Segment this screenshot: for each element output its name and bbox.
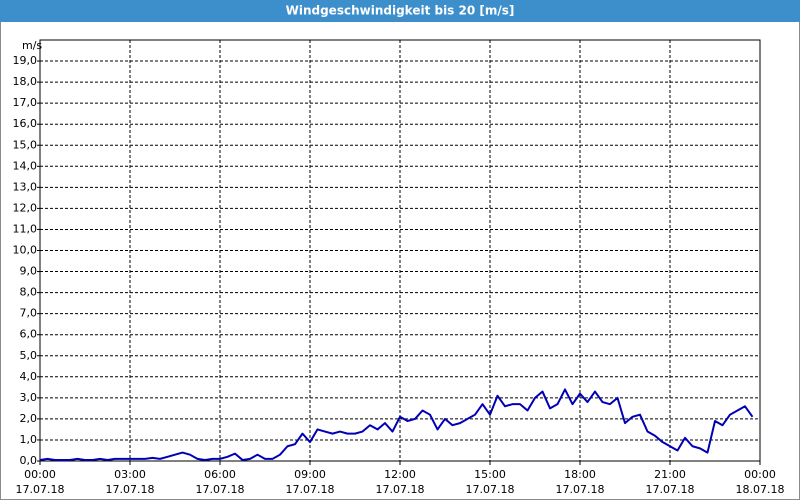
chart-title: Windgeschwindigkeit bis 20 [m/s] bbox=[286, 4, 515, 18]
x-tick-label: 00:00 bbox=[744, 468, 776, 481]
title-bar bbox=[0, 0, 800, 22]
y-tick-label: 12,0 bbox=[13, 201, 38, 214]
y-tick-label: 11,0 bbox=[13, 222, 38, 235]
x-tick-label: 03:00 bbox=[114, 468, 146, 481]
y-tick-label: 8,0 bbox=[20, 286, 38, 299]
x-tick-date: 18.07.18 bbox=[736, 483, 785, 496]
y-tick-label: 0,0 bbox=[20, 454, 38, 467]
x-tick-date: 17.07.18 bbox=[556, 483, 605, 496]
x-tick-date: 17.07.18 bbox=[466, 483, 515, 496]
y-tick-label: 2,0 bbox=[20, 412, 38, 425]
y-unit: m/s bbox=[22, 39, 42, 52]
plot-frame bbox=[39, 39, 761, 462]
y-tick-label: 1,0 bbox=[20, 433, 38, 446]
x-tick-date: 17.07.18 bbox=[106, 483, 155, 496]
x-tick-label: 09:00 bbox=[294, 468, 326, 481]
data-line bbox=[39, 388, 754, 461]
x-tick-date: 17.07.18 bbox=[286, 483, 335, 496]
x-tick-label: 21:00 bbox=[654, 468, 686, 481]
y-tick-label: 14,0 bbox=[13, 159, 38, 172]
x-tick-date: 17.07.18 bbox=[376, 483, 425, 496]
y-tick-label: 9,0 bbox=[20, 265, 38, 278]
grid bbox=[37, 39, 761, 465]
x-tick-date: 17.07.18 bbox=[16, 483, 65, 496]
y-tick-label: 17,0 bbox=[13, 96, 38, 109]
x-tick-label: 00:00 bbox=[24, 468, 56, 481]
y-tick-label: 16,0 bbox=[13, 117, 38, 130]
y-tick-label: 7,0 bbox=[20, 307, 38, 320]
x-tick-label: 15:00 bbox=[474, 468, 506, 481]
y-tick-label: 6,0 bbox=[20, 328, 38, 341]
y-tick-label: 10,0 bbox=[13, 244, 38, 257]
y-tick-label: 5,0 bbox=[20, 349, 38, 362]
y-tick-label: 18,0 bbox=[13, 75, 38, 88]
y-tick-label: 3,0 bbox=[20, 391, 38, 404]
x-tick-date: 17.07.18 bbox=[646, 483, 695, 496]
y-tick-label: 19,0 bbox=[13, 54, 38, 67]
y-tick-label: 4,0 bbox=[20, 370, 38, 383]
x-tick-label: 06:00 bbox=[204, 468, 236, 481]
y-tick-label: 15,0 bbox=[13, 138, 38, 151]
y-tick-label: 13,0 bbox=[13, 180, 38, 193]
x-tick-label: 18:00 bbox=[564, 468, 596, 481]
x-tick-date: 17.07.18 bbox=[196, 483, 245, 496]
x-tick-label: 12:00 bbox=[384, 468, 416, 481]
plot bbox=[39, 388, 754, 461]
